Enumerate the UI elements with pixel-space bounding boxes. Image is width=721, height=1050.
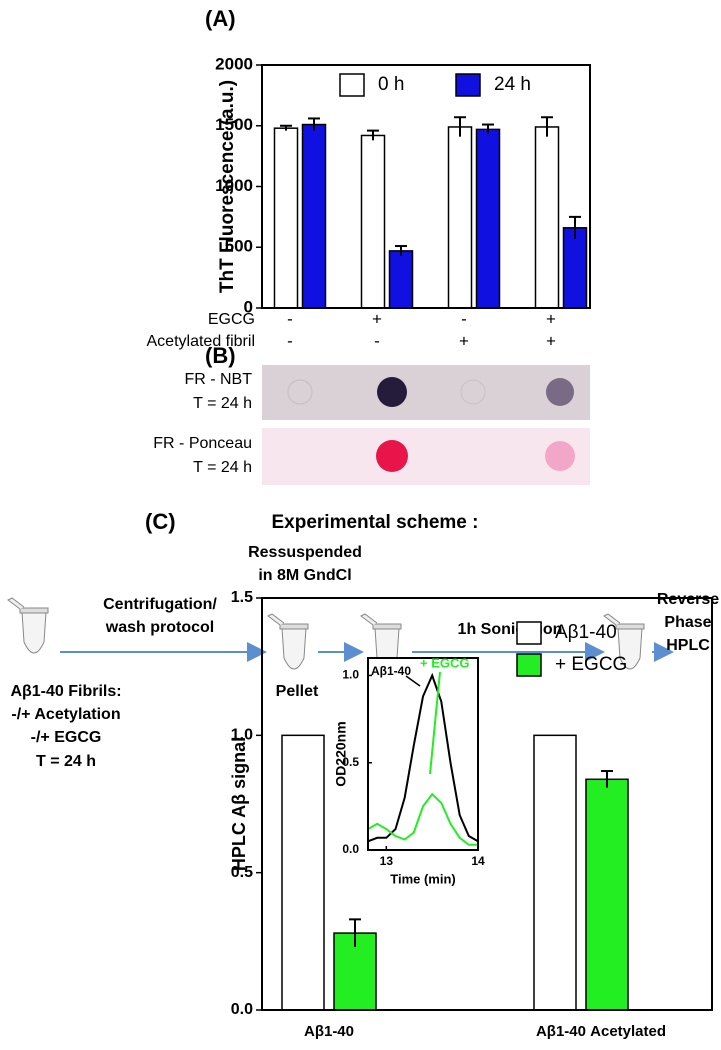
blot-time: T = 24 h	[193, 395, 252, 412]
scheme-pellet: Pellet	[276, 683, 319, 700]
line	[367, 672, 479, 843]
x-axis-label: Time (min)	[390, 871, 456, 886]
legend-swatch	[516, 653, 542, 677]
annotation: + EGCG	[420, 655, 470, 670]
y-axis-label: ThT Fluorescence (a.u.)	[217, 80, 238, 293]
scheme-step: in 8M GndCl	[258, 567, 351, 584]
scheme-step: Ressuspended	[248, 544, 362, 561]
bar	[562, 227, 588, 309]
y-tick-label: 0.0	[342, 842, 359, 856]
y-tick-label: 0.5	[231, 864, 253, 881]
y-tick-label: 1.0	[342, 668, 359, 682]
panel-label: (B)	[205, 343, 236, 368]
scheme-sample: Aβ1-40 Fibrils:	[10, 683, 121, 700]
bar	[533, 734, 577, 1011]
x-tick-label: 14	[471, 854, 485, 868]
blot-dot	[287, 379, 313, 405]
x-tick-label: 13	[380, 854, 394, 868]
bar	[273, 127, 299, 309]
y-tick-label: 0.5	[342, 755, 359, 769]
bar	[585, 778, 629, 1011]
blot-strip	[262, 428, 590, 485]
y-axis-label: OD220nm	[333, 721, 349, 786]
scheme-step: Phase	[664, 614, 711, 631]
line	[367, 792, 478, 846]
condition-sign: -	[287, 331, 293, 350]
scheme-step: HPLC	[666, 637, 710, 654]
bar	[534, 126, 560, 309]
blot-dot	[545, 441, 575, 471]
blot-dot	[376, 440, 408, 472]
condition-sign: +	[372, 309, 382, 328]
scheme-step: Reverse	[657, 591, 719, 608]
panel-label: (C)	[145, 509, 176, 534]
scheme-step: Centrifugation/	[103, 596, 217, 613]
bar	[281, 734, 325, 1011]
panel-label: (A)	[205, 6, 236, 31]
legend-swatch	[339, 73, 365, 97]
legend-label: 24 h	[494, 74, 531, 95]
scheme-sample: -/+ Acetylation	[11, 706, 120, 723]
blot-dot	[546, 378, 574, 406]
bar	[388, 250, 414, 309]
blot-label: FR - NBT	[184, 371, 252, 388]
legend-label: 0 h	[378, 74, 404, 95]
tube	[7, 597, 49, 654]
legend-label: + EGCG	[555, 654, 627, 675]
scheme-sample: T = 24 h	[36, 753, 96, 770]
blot-strip	[262, 365, 590, 420]
blot-dot	[460, 379, 486, 405]
condition-sign: +	[546, 331, 556, 350]
inset-bg	[368, 658, 478, 850]
x-tick-label: Aβ1-40	[304, 1023, 354, 1040]
condition-sign: -	[287, 309, 293, 328]
legend-label: Aβ1-40	[555, 622, 617, 643]
y-tick-label: 2000	[215, 54, 253, 73]
condition-sign: -	[461, 309, 467, 328]
scheme-step: wash protocol	[105, 619, 214, 636]
scheme-sample: -/+ EGCG	[31, 729, 102, 746]
x-tick-label: Aβ1-40 Acetylated	[536, 1023, 666, 1040]
y-tick-label: 1000	[215, 176, 253, 195]
y-tick-label: 1500	[215, 115, 253, 134]
blot-dot	[377, 377, 407, 407]
annotation-arrow	[429, 671, 441, 775]
bar	[475, 128, 501, 309]
scheme-title: Experimental scheme :	[272, 512, 479, 533]
scheme-step: 1h Sonication	[458, 621, 563, 638]
condition-label: Acetylated fibril	[147, 333, 256, 350]
tube	[267, 613, 309, 670]
condition-sign: +	[546, 309, 556, 328]
bar	[333, 932, 377, 1011]
blot-label: FR - Ponceau	[153, 435, 252, 452]
annotation-arrow	[405, 675, 421, 687]
bar	[360, 134, 386, 309]
legend-swatch	[455, 73, 481, 97]
condition-label: EGCG	[208, 311, 255, 328]
annotation: Aβ1-40	[371, 664, 411, 678]
y-tick-label: 0	[244, 297, 253, 316]
plot-frame	[367, 657, 479, 851]
condition-sign: -	[374, 331, 380, 350]
bar	[301, 123, 327, 309]
y-tick-label: 1.5	[231, 589, 253, 606]
y-tick-label: 1.0	[231, 727, 253, 744]
bar	[447, 126, 473, 309]
condition-sign: +	[459, 331, 469, 350]
legend-swatch	[516, 621, 542, 645]
blot-time: T = 24 h	[193, 459, 252, 476]
plot-frame	[261, 597, 713, 1011]
y-axis-label: HPLC Aβ signal	[229, 737, 249, 871]
y-tick-label: 0.0	[231, 1001, 253, 1018]
y-tick-label: 500	[225, 237, 253, 256]
